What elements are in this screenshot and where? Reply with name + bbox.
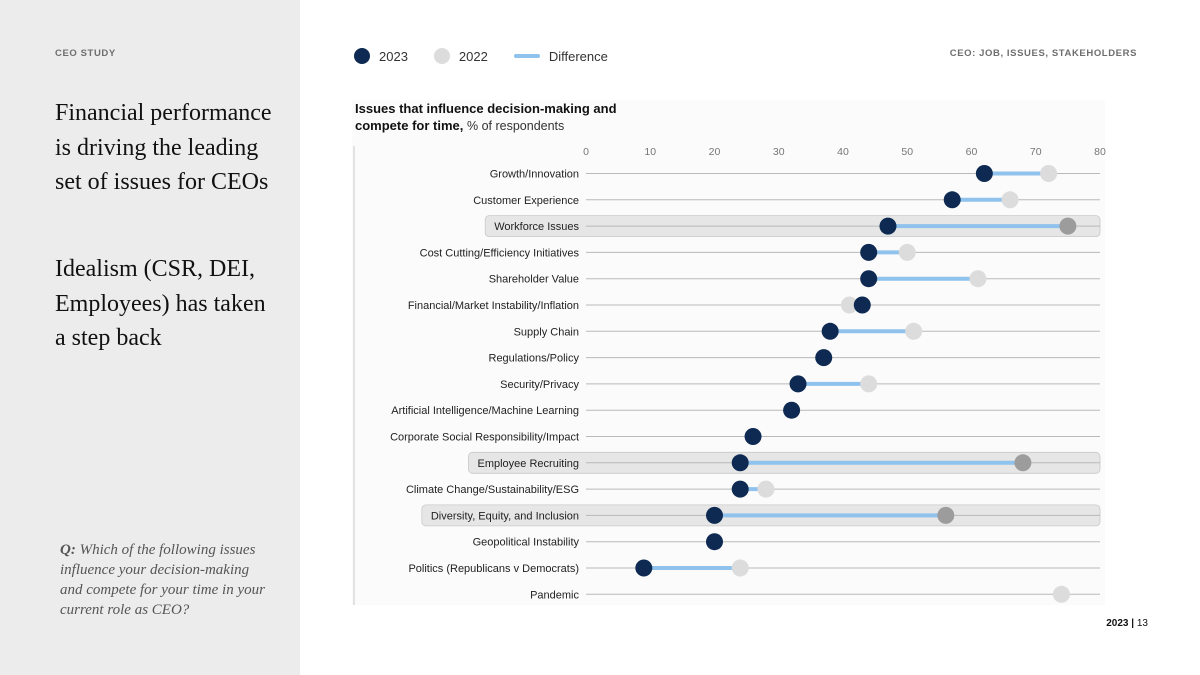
legend-label-difference: Difference	[548, 48, 608, 64]
x-tick-label: 70	[1030, 146, 1042, 158]
category-label: Customer Experience	[473, 195, 579, 207]
category-label: Supply Chain	[514, 326, 579, 338]
x-tick-label: 50	[901, 146, 913, 158]
category-label: Politics (Republicans v Democrats)	[408, 563, 579, 575]
x-tick-label: 30	[773, 146, 785, 158]
marker-2022	[937, 506, 955, 524]
category-label: Cost Cutting/Efficiency Initiatives	[420, 247, 580, 259]
marker-2023	[853, 296, 871, 314]
marker-2022	[898, 243, 916, 261]
marker-2023	[706, 533, 723, 551]
page-footer: 2023 | 13	[1106, 618, 1148, 629]
survey-question: Q: Which of the following issues influen…	[60, 540, 275, 620]
x-tick-label: 0	[583, 146, 589, 158]
footer-page-number: 13	[1136, 618, 1148, 629]
footer-year: 2023	[1106, 618, 1129, 629]
x-tick-label: 10	[644, 146, 656, 158]
category-label: Security/Privacy	[500, 379, 579, 391]
x-tick-label: 40	[837, 146, 849, 158]
marker-2023	[706, 506, 723, 524]
sidebar-panel: CEO STUDY Financial performance is drivi…	[0, 0, 300, 675]
marker-2023	[789, 375, 807, 393]
category-label: Artificial Intelligence/Machine Learning	[391, 405, 579, 417]
category-label: Diversity, Equity, and Inclusion	[431, 510, 579, 522]
marker-2022	[1001, 191, 1019, 209]
footer-separator: |	[1131, 618, 1135, 629]
marker-2023	[783, 401, 801, 419]
marker-2023	[860, 243, 878, 261]
legend-label-2022: 2022	[458, 48, 488, 64]
marker-2023	[975, 165, 993, 182]
x-tick-label: 60	[966, 146, 978, 158]
marker-2023	[744, 428, 762, 445]
category-label: Regulations/Policy	[489, 353, 580, 365]
x-tick-label: 20	[709, 146, 721, 158]
category-label: Growth/Innovation	[490, 169, 579, 181]
marker-2023	[731, 480, 749, 498]
category-label: Financial/Market Instability/Inflation	[408, 300, 579, 312]
marker-2022	[1052, 585, 1070, 603]
category-label: Climate Change/Sustainability/ESG	[406, 484, 579, 496]
marker-2022	[969, 270, 987, 288]
marker-2023	[860, 270, 878, 288]
marker-2023	[815, 349, 833, 367]
category-label: Geopolitical Instability	[473, 537, 580, 549]
marker-2022	[1059, 217, 1077, 235]
category-label: Employee Recruiting	[478, 458, 580, 470]
headline-primary: Financial performance is driving the lea…	[55, 100, 272, 195]
section-label: CEO: JOB, ISSUES, STAKEHOLDERS	[949, 48, 1137, 59]
marker-2023	[731, 454, 749, 472]
category-label: Pandemic	[530, 589, 579, 601]
category-label: Shareholder Value	[489, 274, 579, 286]
chart-title-line-1: Issues that influence decision-making an…	[355, 101, 617, 116]
marker-2023	[943, 191, 961, 209]
category-label: Corporate Social Responsibility/Impact	[390, 432, 579, 444]
x-tick-label: 80	[1094, 146, 1106, 158]
chart-title-unit: % of respondents	[466, 118, 565, 133]
legend-swatch-2023	[354, 48, 370, 64]
marker-2023	[879, 217, 897, 235]
chart-title: Issues that influence decision-making an…	[355, 101, 617, 134]
chart-title-line-2: compete for time,	[355, 117, 464, 133]
legend-swatch-2022	[433, 48, 450, 64]
marker-2022	[905, 322, 923, 340]
study-label: CEO STUDY	[55, 48, 116, 59]
question-text: Which of the following issues influence …	[60, 542, 265, 618]
marker-2022	[860, 375, 878, 393]
legend-label-2023: 2023	[379, 48, 408, 64]
marker-2022	[1014, 454, 1032, 472]
legend-item-2023: 2023	[354, 48, 408, 64]
marker-2022	[840, 296, 858, 314]
category-label: Workforce Issues	[494, 221, 579, 233]
legend-item-difference: Difference	[513, 48, 608, 64]
legend-item-2022: 2022	[433, 48, 488, 64]
marker-2022	[1040, 165, 1058, 182]
marker-2023	[635, 559, 653, 577]
question-prefix: Q:	[60, 542, 76, 558]
legend-swatch-difference	[513, 54, 540, 58]
chart-legend: 2023 2022 Difference	[354, 48, 634, 64]
marker-2022	[731, 559, 749, 577]
marker-2022	[757, 480, 775, 498]
headline-secondary: Idealism (CSR, DEI, Employees) has taken…	[55, 256, 266, 351]
marker-2023	[821, 322, 839, 340]
